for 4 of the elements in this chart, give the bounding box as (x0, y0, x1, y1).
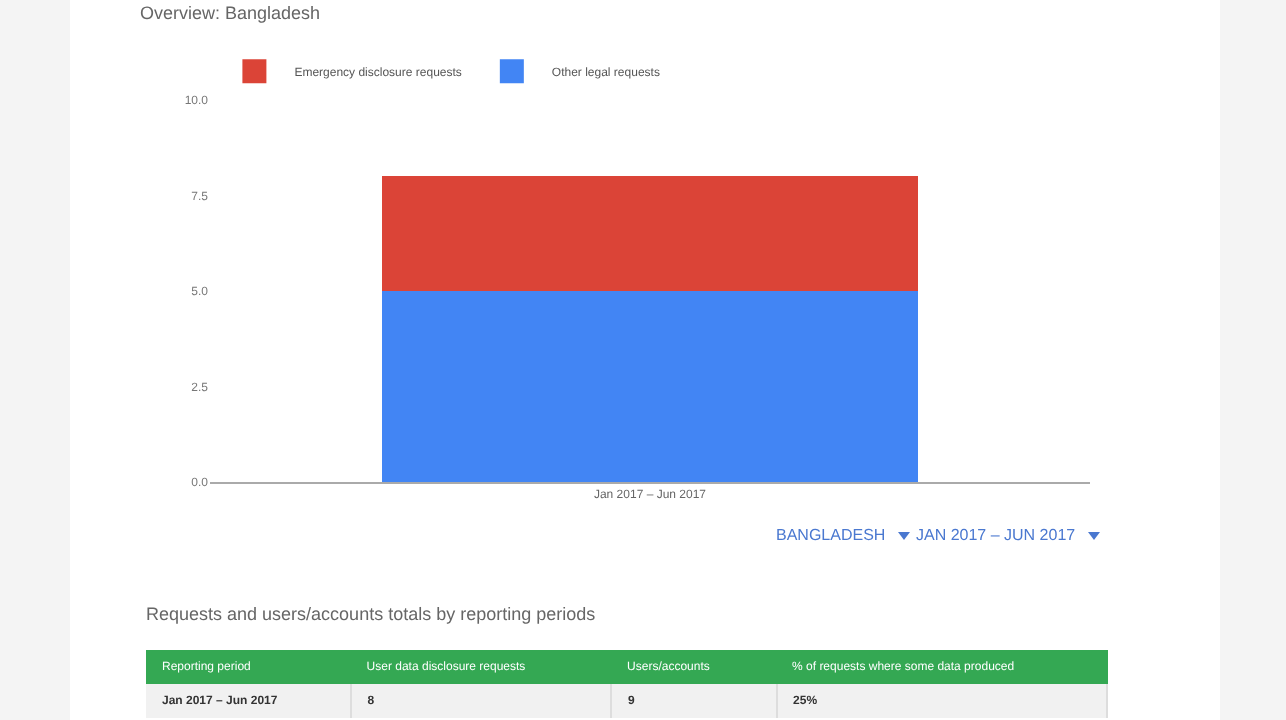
text: Overview: Bangladesh (140, 2, 321, 23)
text: Requests and users/accounts totals by reporting periods (146, 604, 596, 624)
text: JAN 2017 – JUN 2017 (916, 526, 1078, 544)
text: BANGLADESH (776, 526, 888, 544)
